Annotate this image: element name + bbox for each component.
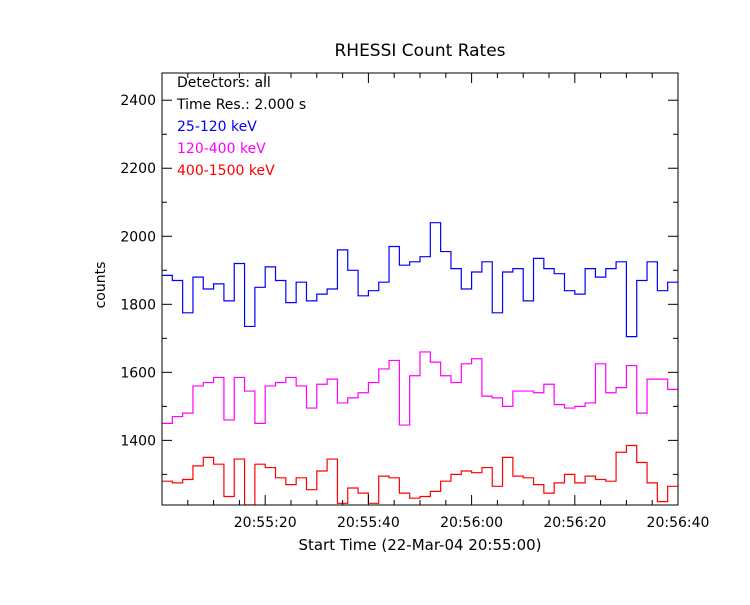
legend-entry-2: 400-1500 keV xyxy=(177,163,275,179)
series-line-1 xyxy=(162,351,678,426)
annotation-1: Time Res.: 2.000 s xyxy=(176,97,306,113)
y-axis-label: counts xyxy=(93,262,109,309)
chart-title: RHESSI Count Rates xyxy=(334,41,505,61)
series-line-2 xyxy=(162,444,678,505)
y-tick-label: 1800 xyxy=(120,297,156,313)
y-tick-label: 2200 xyxy=(120,161,156,177)
y-tick-label: 2000 xyxy=(120,229,156,245)
x-tick-label: 20:56:20 xyxy=(543,515,606,531)
legend-entry-1: 120-400 keV xyxy=(177,141,266,157)
y-tick-label: 1600 xyxy=(120,365,156,381)
x-tick-label: 20:56:00 xyxy=(440,515,503,531)
y-tick-label: 2400 xyxy=(120,93,156,109)
x-tick-label: 20:55:40 xyxy=(337,515,400,531)
x-axis-label: Start Time (22-Mar-04 20:55:00) xyxy=(298,536,541,554)
series-line-0 xyxy=(162,222,678,338)
annotation-0: Detectors: all xyxy=(177,75,271,91)
y-tick-label: 1400 xyxy=(120,433,156,449)
plot-frame xyxy=(161,72,679,506)
ticks-layer: 1400 1600 1800 2000 2200 2400 20:55:20 20:55:40… xyxy=(120,73,709,531)
x-tick-label: 20:55:20 xyxy=(234,515,297,531)
legend-entry-0: 25-120 keV xyxy=(177,119,257,135)
series-layer xyxy=(162,222,678,505)
x-tick-label: 20:56:40 xyxy=(647,515,710,531)
legend: Detectors: all Time Res.: 2.000 s 25-120 k… xyxy=(176,75,306,179)
